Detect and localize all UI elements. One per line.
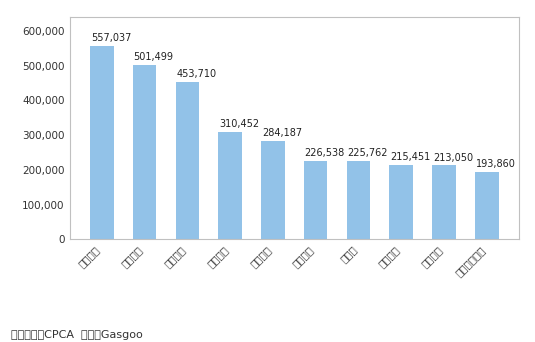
Text: 310,452: 310,452: [219, 119, 259, 129]
Text: 226,538: 226,538: [305, 148, 345, 158]
Bar: [389, 165, 413, 239]
Bar: [133, 65, 156, 239]
Text: 453,710: 453,710: [177, 69, 217, 79]
Bar: [90, 46, 113, 239]
Bar: [304, 161, 327, 239]
Text: 284,187: 284,187: [262, 128, 302, 138]
Bar: [475, 172, 499, 239]
Text: 501,499: 501,499: [134, 52, 174, 63]
Text: 225,762: 225,762: [348, 148, 388, 158]
Text: 数据来源：CPCA  制图：Gasgoo: 数据来源：CPCA 制图：Gasgoo: [11, 330, 142, 340]
Bar: [261, 141, 285, 239]
Bar: [175, 82, 199, 239]
Bar: [432, 166, 456, 239]
Text: 193,860: 193,860: [476, 159, 516, 169]
Bar: [218, 132, 242, 239]
Text: 213,050: 213,050: [433, 153, 473, 162]
Bar: [347, 161, 370, 239]
Text: 215,451: 215,451: [391, 152, 431, 162]
Text: 557,037: 557,037: [91, 33, 131, 43]
